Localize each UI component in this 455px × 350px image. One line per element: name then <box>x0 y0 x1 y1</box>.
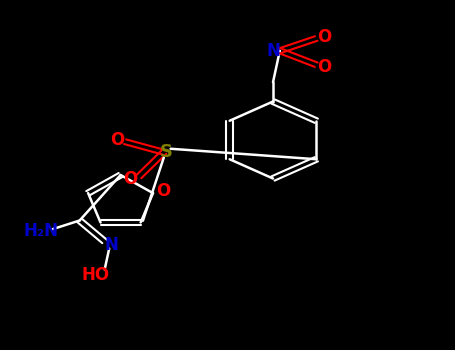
Text: O: O <box>110 131 124 149</box>
Text: HO: HO <box>81 266 110 284</box>
Text: N: N <box>267 42 281 60</box>
Text: O: O <box>317 28 332 46</box>
Text: O: O <box>156 182 170 201</box>
Text: H₂N: H₂N <box>24 222 58 240</box>
Text: O: O <box>317 57 332 76</box>
Text: O: O <box>123 169 138 188</box>
Text: S: S <box>160 143 172 161</box>
Text: N: N <box>105 236 118 254</box>
